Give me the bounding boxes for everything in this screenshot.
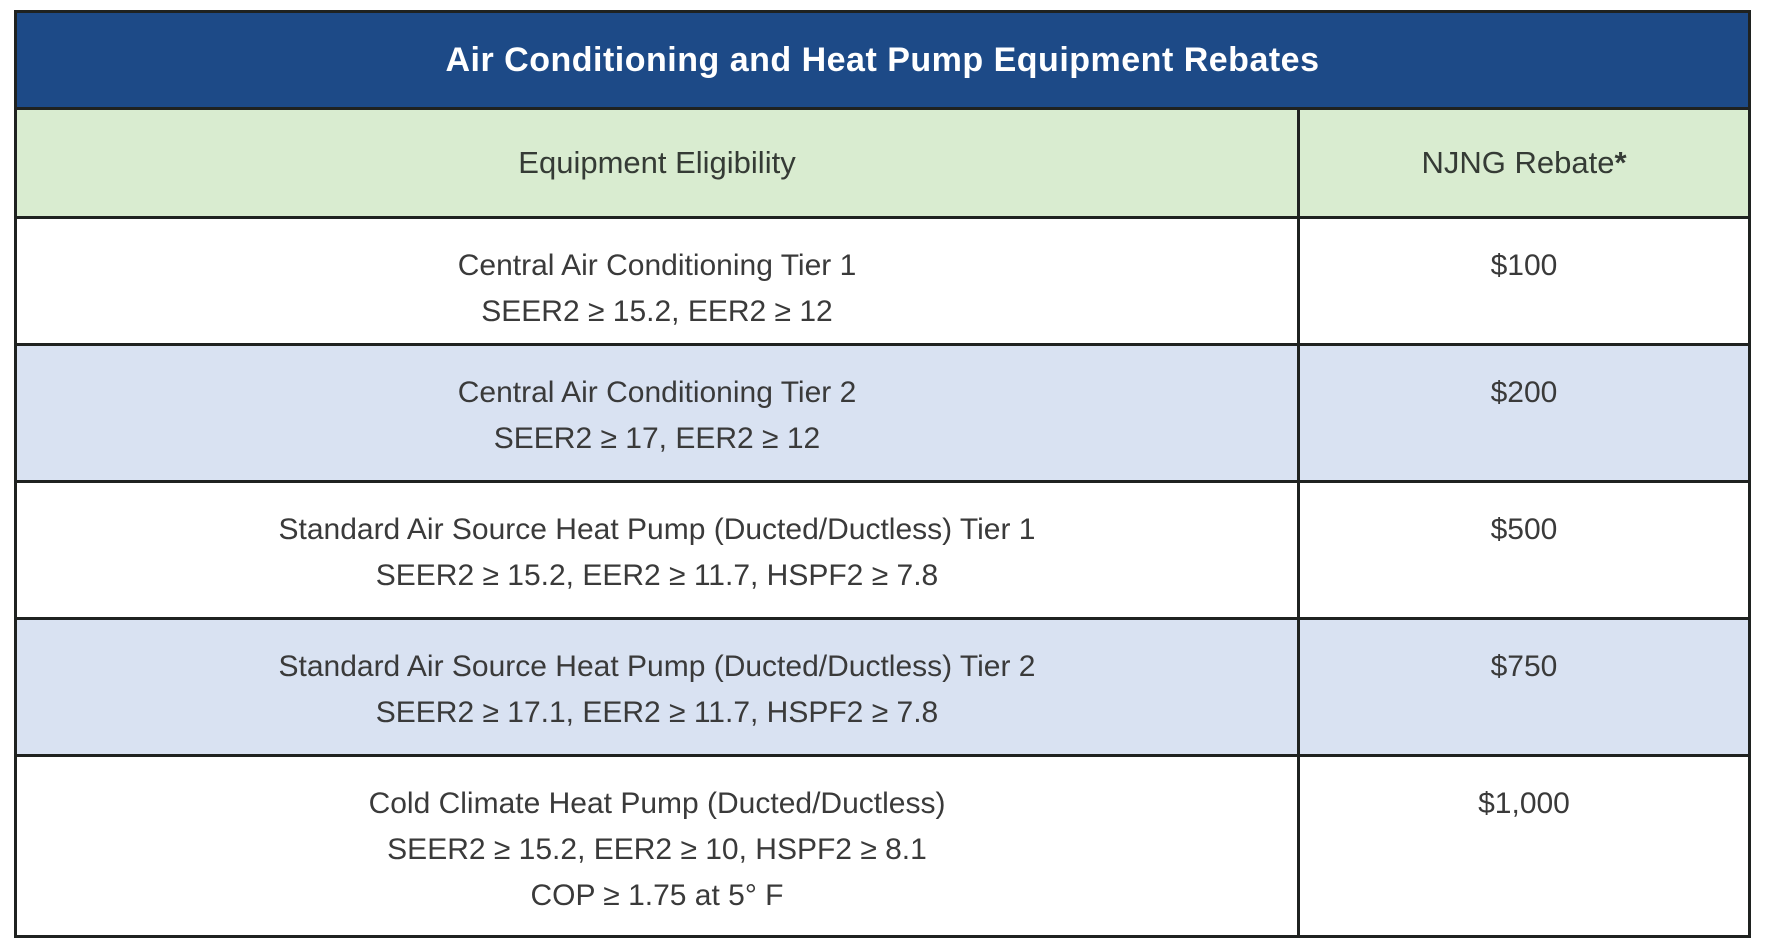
equipment-specs: SEER2 ≥ 17, EER2 ≥ 12 bbox=[493, 422, 821, 455]
rebate-value: $500 bbox=[1490, 513, 1558, 546]
equipment-specs: SEER2 ≥ 15.2, EER2 ≥ 10, HSPF2 ≥ 8.1 bbox=[387, 833, 927, 866]
equipment-name: Cold Climate Heat Pump (Ducted/Ductless) bbox=[368, 787, 946, 820]
column-header-equipment-eligibility: Equipment Eligibility bbox=[17, 110, 1300, 216]
rebate-cell: $200 bbox=[1300, 346, 1748, 480]
table-title: Air Conditioning and Heat Pump Equipment… bbox=[445, 40, 1320, 79]
equipment-eligibility-cell: Cold Climate Heat Pump (Ducted/Ductless)… bbox=[17, 757, 1300, 935]
equipment-name: Central Air Conditioning Tier 1 bbox=[457, 249, 857, 282]
equipment-specs: SEER2 ≥ 15.2, EER2 ≥ 12 bbox=[481, 295, 833, 328]
equipment-eligibility-cell: Central Air Conditioning Tier 2 SEER2 ≥ … bbox=[17, 346, 1300, 480]
column-header-eligibility-label: Equipment Eligibility bbox=[518, 145, 796, 180]
equipment-eligibility-cell: Standard Air Source Heat Pump (Ducted/Du… bbox=[17, 483, 1300, 617]
table-row: Central Air Conditioning Tier 1 SEER2 ≥ … bbox=[17, 219, 1748, 346]
equipment-specs: SEER2 ≥ 15.2, EER2 ≥ 11.7, HSPF2 ≥ 7.8 bbox=[375, 559, 939, 592]
table-row: Cold Climate Heat Pump (Ducted/Ductless)… bbox=[17, 757, 1748, 935]
equipment-name: Central Air Conditioning Tier 2 bbox=[457, 376, 857, 409]
rebate-cell: $500 bbox=[1300, 483, 1748, 617]
equipment-specs-line2: COP ≥ 1.75 at 5° F bbox=[530, 879, 784, 912]
footnote-asterisk: * bbox=[1614, 145, 1627, 180]
rebate-value: $750 bbox=[1490, 650, 1558, 683]
column-header-row: Equipment Eligibility NJNG Rebate * bbox=[17, 110, 1748, 219]
table-row: Standard Air Source Heat Pump (Ducted/Du… bbox=[17, 620, 1748, 757]
column-header-njng-rebate: NJNG Rebate * bbox=[1300, 110, 1748, 216]
equipment-eligibility-cell: Central Air Conditioning Tier 1 SEER2 ≥ … bbox=[17, 219, 1300, 343]
equipment-name: Standard Air Source Heat Pump (Ducted/Du… bbox=[278, 513, 1036, 546]
equipment-name: Standard Air Source Heat Pump (Ducted/Du… bbox=[278, 650, 1036, 683]
column-header-rebate-label: NJNG Rebate bbox=[1421, 145, 1615, 180]
rebate-value: $200 bbox=[1490, 376, 1558, 409]
rebate-value: $1,000 bbox=[1478, 787, 1570, 820]
rebate-cell: $750 bbox=[1300, 620, 1748, 754]
rebate-cell: $1,000 bbox=[1300, 757, 1748, 935]
table-row: Central Air Conditioning Tier 2 SEER2 ≥ … bbox=[17, 346, 1748, 483]
rebate-cell: $100 bbox=[1300, 219, 1748, 343]
table-row: Standard Air Source Heat Pump (Ducted/Du… bbox=[17, 483, 1748, 620]
table-title-bar: Air Conditioning and Heat Pump Equipment… bbox=[17, 13, 1748, 110]
rebate-table: Air Conditioning and Heat Pump Equipment… bbox=[14, 10, 1751, 938]
equipment-specs: SEER2 ≥ 17.1, EER2 ≥ 11.7, HSPF2 ≥ 7.8 bbox=[375, 696, 939, 729]
equipment-eligibility-cell: Standard Air Source Heat Pump (Ducted/Du… bbox=[17, 620, 1300, 754]
rebate-value: $100 bbox=[1490, 249, 1558, 282]
